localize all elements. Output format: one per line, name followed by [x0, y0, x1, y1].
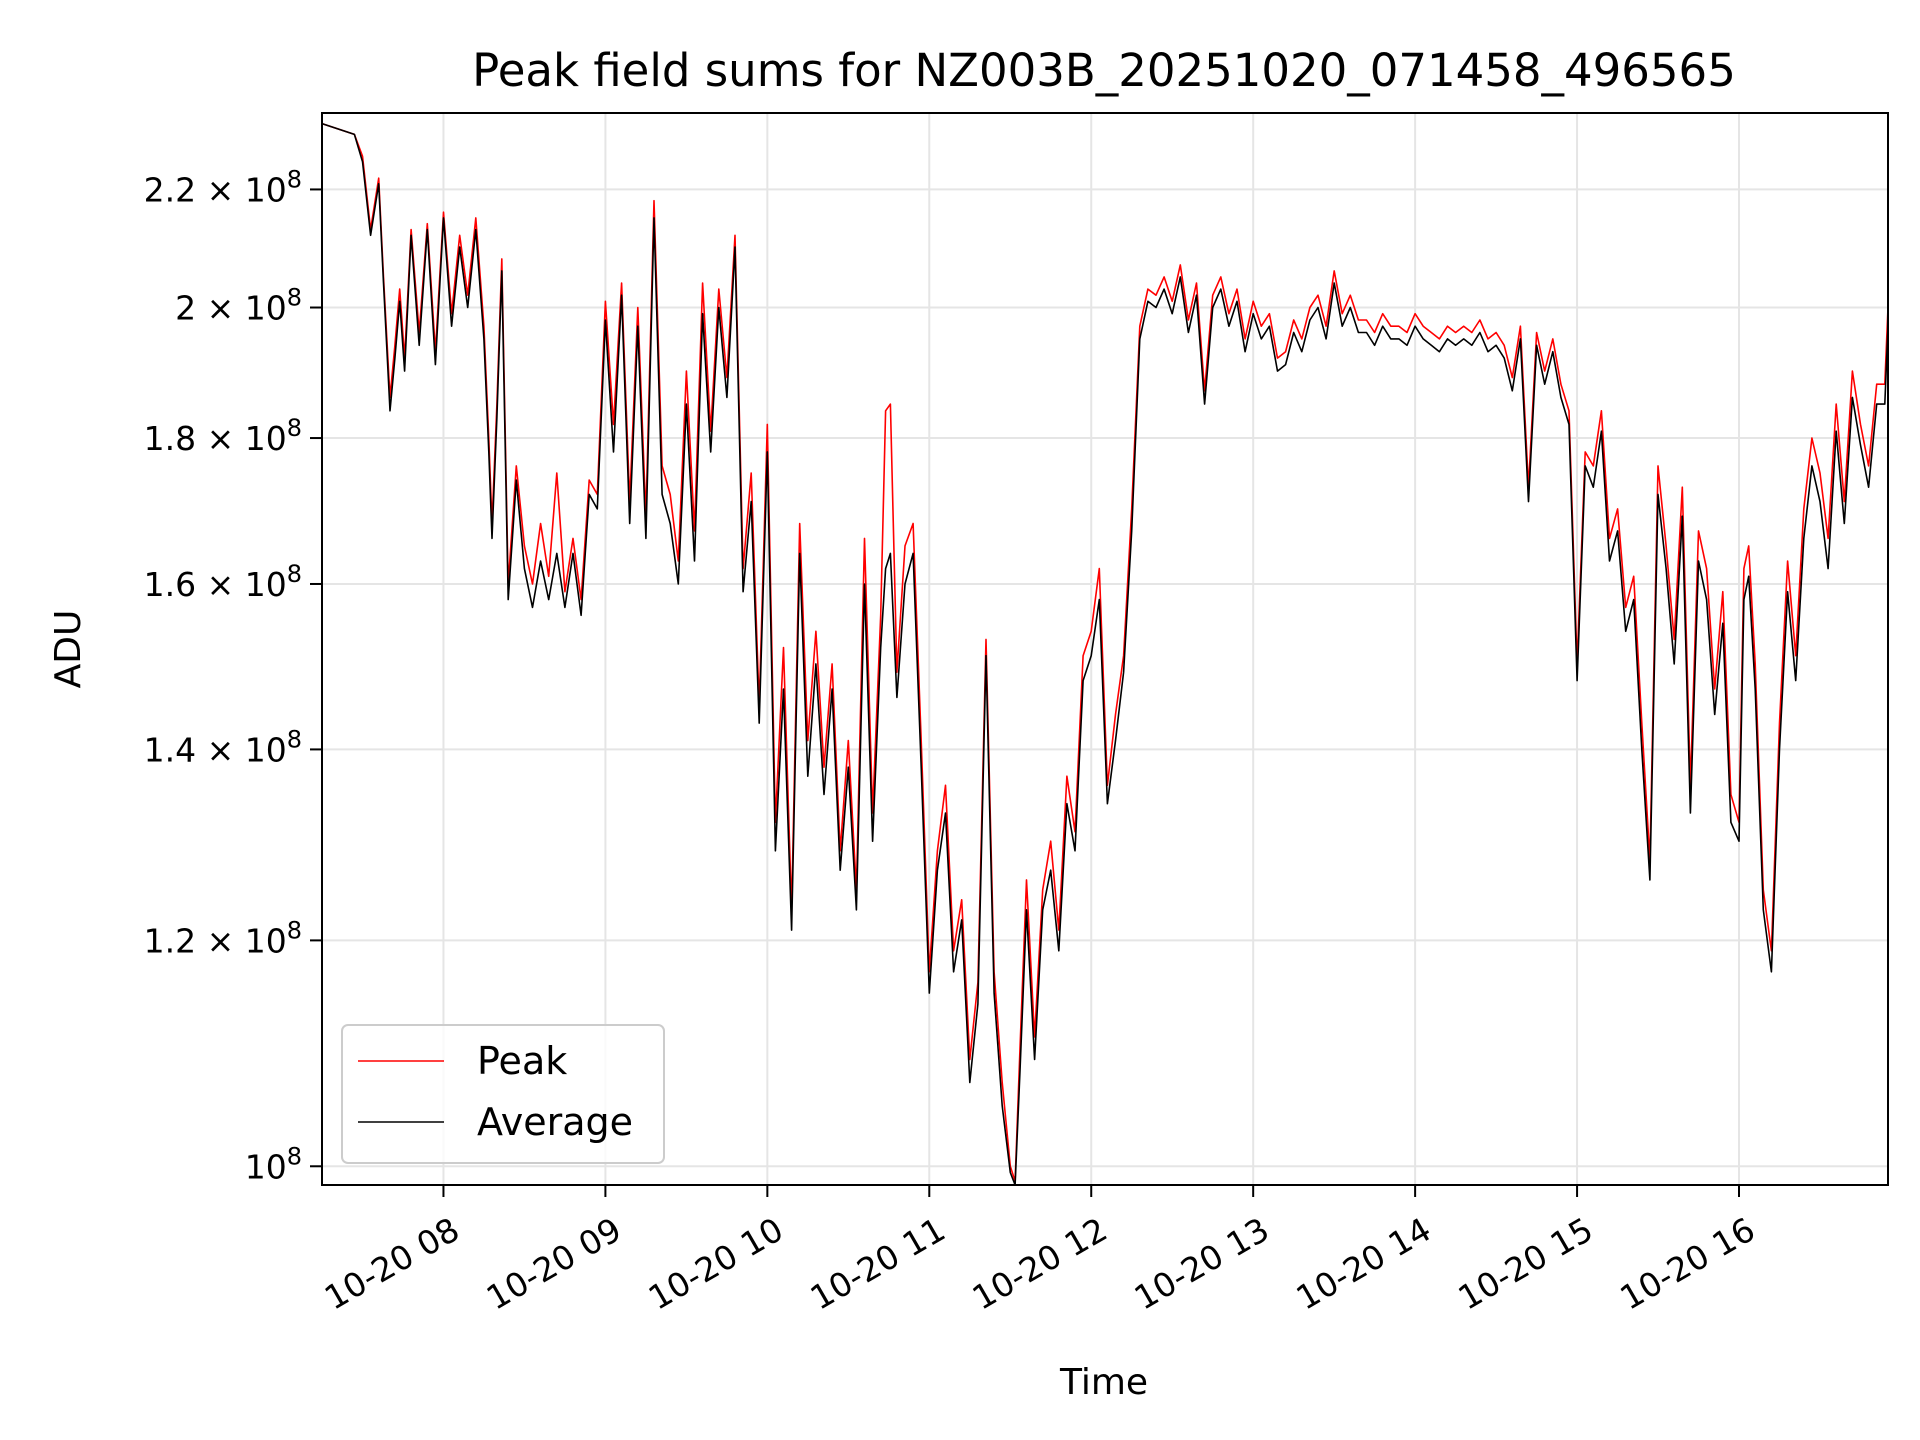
y-tick-label: 1.4 × 108: [144, 725, 302, 769]
y-tick-label: 1.2 × 108: [144, 916, 302, 960]
plot-area-frame: [321, 112, 1889, 1186]
legend: Peak Average: [341, 1024, 665, 1164]
legend-label-peak: Peak: [477, 1039, 567, 1083]
series-line-peak: [321, 122, 1889, 1182]
legend-box: [341, 1024, 665, 1164]
chart-title: Peak field sums for NZ003B_20251020_0714…: [472, 44, 1736, 97]
grid-lines: [322, 113, 1888, 1185]
y-tick-label: 1.8 × 108: [144, 414, 302, 458]
x-axis-label: Time: [1059, 1362, 1148, 1403]
y-tick-label: 2.2 × 108: [144, 165, 302, 209]
y-tick-label: 2 × 108: [175, 284, 302, 328]
y-axis-label: ADU: [48, 610, 89, 689]
y-tick-label: 1.6 × 108: [144, 560, 302, 604]
series-line-average: [321, 122, 1889, 1186]
legend-label-average: Average: [477, 1100, 633, 1144]
y-tick-label: 108: [245, 1142, 302, 1186]
y-axis-ticks: 108 1.2 × 108 1.4 × 108 1.6 × 108 1.8 × 108 2…: [144, 165, 322, 1186]
series-layer: [321, 122, 1889, 1186]
